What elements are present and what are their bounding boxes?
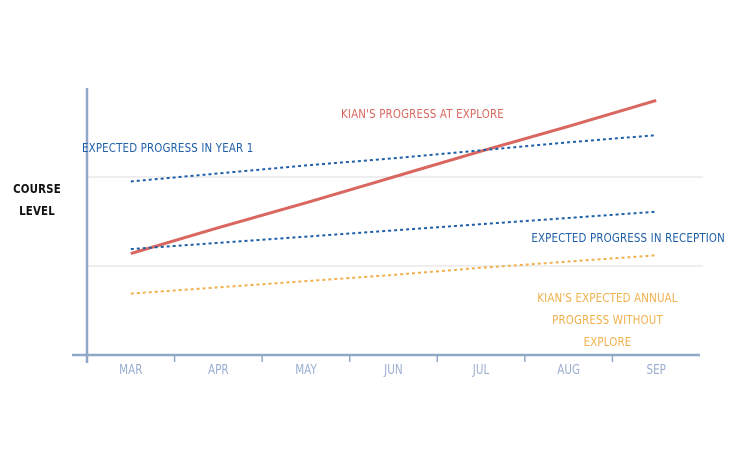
x-tick-label: AUG [557,362,580,377]
x-tick-label: MAY [295,362,317,377]
x-tick-label: SEP [646,362,665,377]
series-line [130,99,657,255]
series-line [130,134,657,183]
x-tick-label: APR [208,362,229,377]
series-line [130,210,657,251]
x-tick-label: MAR [119,362,142,377]
series-label: EXPECTED PROGRESS IN RECEPTION [531,230,725,245]
series-label: EXPECTED PROGRESS IN YEAR 1 [82,140,254,155]
series-line [130,254,657,295]
series-label: KIAN'S EXPECTED ANNUAL PROGRESS WITHOUT … [537,290,678,349]
y-axis-label: COURSE LEVEL [13,181,61,218]
x-tick-label: JUL [472,362,490,377]
series-label: KIAN'S PROGRESS AT EXPLORE [341,106,504,121]
x-tick-label: JUN [383,362,402,377]
